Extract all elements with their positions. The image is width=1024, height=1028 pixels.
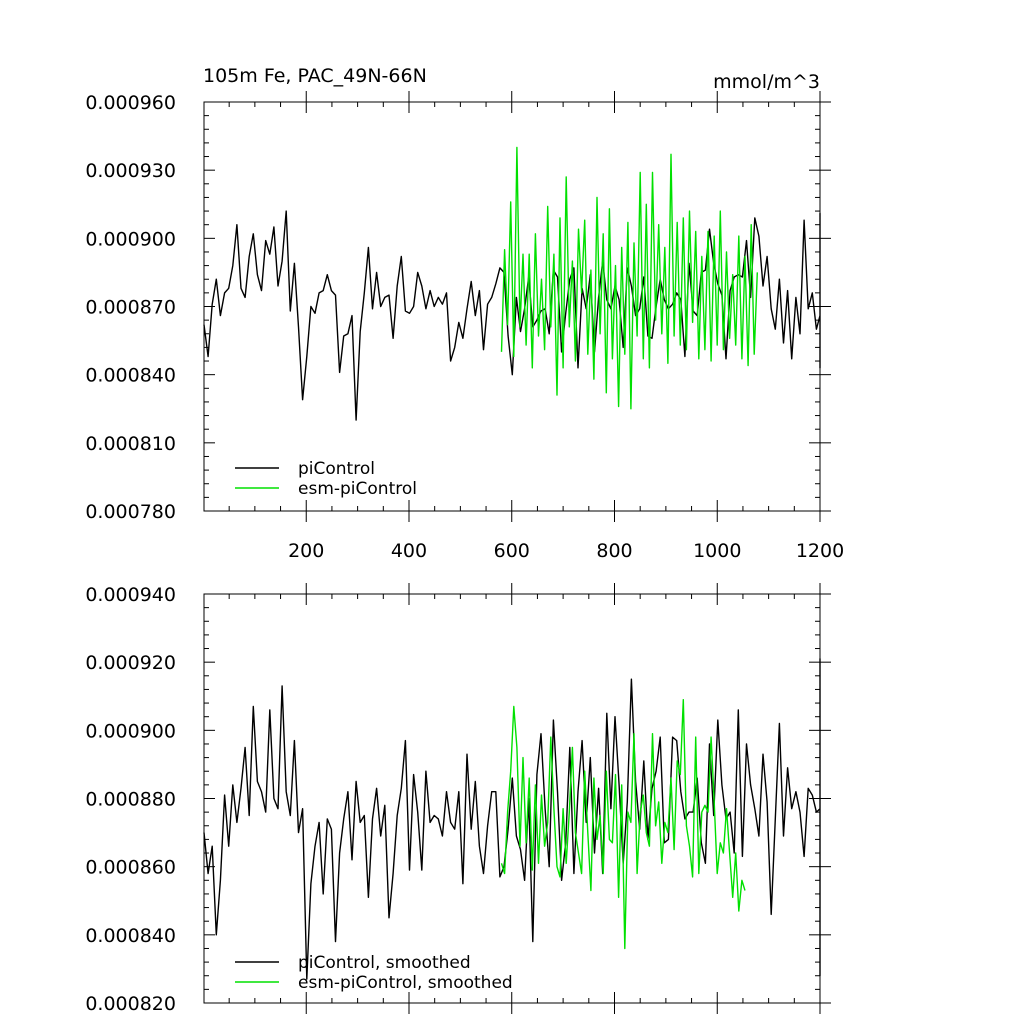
- y-tick-label: 0.000780: [85, 501, 176, 523]
- y-tick-label: 0.000960: [85, 92, 176, 114]
- y-tick-label: 0.000870: [85, 297, 176, 319]
- y-tick-label: 0.000940: [85, 584, 176, 606]
- units-label: mmol/m^3: [713, 71, 820, 93]
- x-tick-label: 600: [494, 540, 530, 562]
- x-tick-label: 200: [288, 540, 324, 562]
- legend-label: piControl, smoothed: [298, 953, 471, 973]
- y-tick-label: 0.000920: [85, 652, 176, 674]
- y-tick-label: 0.000860: [85, 857, 176, 879]
- legend-label: piControl: [298, 459, 375, 479]
- bottom-panel: 0.000820 0.000840 0.000860 0.000880 0.000900…: [85, 583, 831, 1015]
- y-tick-label: 0.000840: [85, 925, 176, 947]
- x-tick-label: 400: [391, 540, 427, 562]
- x-tick-label: 800: [596, 540, 632, 562]
- series-line-esm-picontrol: [500, 146, 758, 410]
- chart-title: 105m Fe, PAC_49N-66N: [203, 65, 427, 87]
- y-tick-label: 0.000930: [85, 160, 176, 182]
- series-line-esm-picontrol-smoothed: [500, 699, 746, 950]
- y-tick-label: 0.000900: [85, 228, 176, 250]
- y-tick-label: 0.000900: [85, 720, 176, 742]
- y-tick-label: 0.000840: [85, 365, 176, 387]
- legend-label: esm-piControl: [298, 479, 417, 499]
- top-panel: 200 400 600 800 1000 1200 0.000780 0.000810 0.00…: [85, 91, 844, 562]
- y-tick-label: 0.000880: [85, 789, 176, 811]
- y-tick-label: 0.000810: [85, 433, 176, 455]
- plot-frame: [203, 101, 821, 512]
- y-tick-label: 0.000820: [85, 993, 176, 1015]
- x-tick-label: 1200: [796, 540, 844, 562]
- legend-label: esm-piControl, smoothed: [298, 973, 513, 993]
- x-tick-label: 1000: [693, 540, 741, 562]
